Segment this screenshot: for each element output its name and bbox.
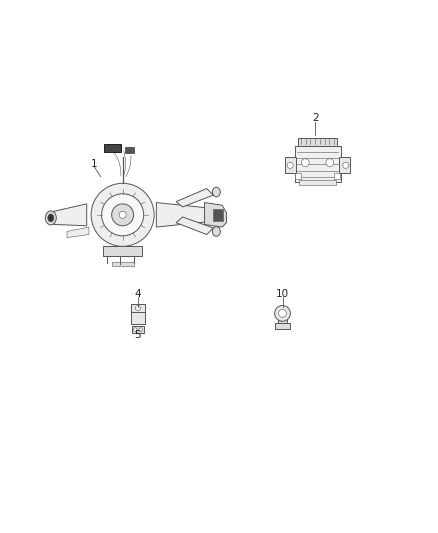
Text: 5: 5 [134, 330, 141, 340]
Circle shape [326, 159, 334, 167]
Circle shape [343, 162, 349, 168]
Bar [334, 173, 340, 179]
Circle shape [135, 305, 141, 311]
Ellipse shape [212, 227, 220, 236]
Polygon shape [67, 227, 89, 238]
Text: 2: 2 [312, 114, 319, 124]
Bar [275, 322, 290, 329]
Circle shape [301, 159, 309, 167]
Circle shape [112, 204, 134, 226]
Polygon shape [54, 204, 87, 226]
Polygon shape [205, 203, 226, 227]
Circle shape [134, 328, 137, 332]
Bar [298, 138, 337, 146]
Bar [132, 326, 144, 333]
Circle shape [279, 310, 286, 317]
Bar [104, 144, 121, 152]
Ellipse shape [45, 211, 56, 225]
Bar [285, 157, 296, 173]
Bar [295, 173, 301, 179]
Bar [339, 157, 350, 173]
Circle shape [119, 211, 126, 219]
Bar [112, 262, 134, 265]
Bar [278, 312, 287, 324]
Text: 10: 10 [276, 289, 289, 298]
Circle shape [91, 183, 154, 246]
Bar [125, 147, 134, 154]
Bar [294, 146, 341, 182]
Ellipse shape [212, 187, 220, 197]
Polygon shape [156, 203, 211, 227]
Text: 1: 1 [91, 159, 98, 168]
Circle shape [287, 162, 293, 168]
Bar [213, 209, 223, 221]
Bar [103, 246, 142, 256]
Bar [299, 180, 336, 185]
Circle shape [275, 305, 290, 321]
Ellipse shape [48, 214, 54, 222]
Polygon shape [176, 189, 213, 207]
Polygon shape [176, 217, 213, 235]
Text: 4: 4 [134, 289, 141, 298]
Circle shape [139, 328, 142, 332]
Bar [131, 304, 145, 312]
Bar [131, 307, 145, 324]
Circle shape [102, 194, 144, 236]
